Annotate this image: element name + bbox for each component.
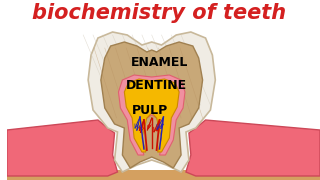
Polygon shape <box>124 79 179 152</box>
Polygon shape <box>101 42 203 168</box>
Polygon shape <box>7 170 320 180</box>
Polygon shape <box>118 75 185 155</box>
Text: ENAMEL: ENAMEL <box>131 55 188 69</box>
Text: PULP: PULP <box>132 103 168 116</box>
Text: DENTINE: DENTINE <box>126 78 187 91</box>
Polygon shape <box>7 120 117 176</box>
Polygon shape <box>186 120 320 176</box>
Text: biochemistry of teeth: biochemistry of teeth <box>31 3 286 23</box>
Polygon shape <box>88 32 215 172</box>
